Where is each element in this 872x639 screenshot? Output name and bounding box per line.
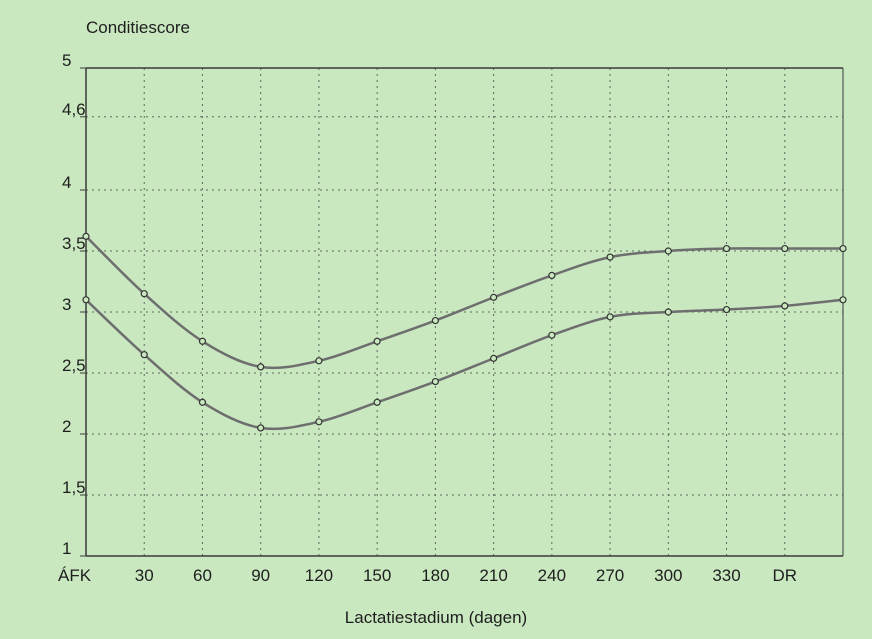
y-tick-label: 1 — [62, 539, 71, 558]
data-point — [373, 337, 381, 345]
data-point — [548, 331, 556, 339]
y-tick-label: 4,6 — [62, 100, 86, 119]
data-point — [606, 313, 614, 321]
y-tick-label: 5 — [62, 51, 71, 70]
data-point — [431, 316, 439, 325]
data-point — [490, 293, 498, 301]
y-tick-label: 3 — [62, 295, 71, 314]
x-tick-label: 30 — [135, 566, 154, 585]
data-point — [839, 296, 847, 304]
x-tick-label: 120 — [305, 566, 333, 585]
x-tick-label: 90 — [251, 566, 270, 585]
data-point — [664, 308, 672, 316]
x-tick-label: 330 — [712, 566, 740, 585]
y-axis-title: Conditiescore — [86, 18, 190, 37]
data-point — [198, 337, 207, 345]
data-point — [82, 296, 90, 304]
data-point — [82, 232, 90, 240]
data-point — [781, 244, 789, 253]
data-point — [431, 377, 439, 386]
x-tick-label: 210 — [479, 566, 507, 585]
x-tick-label: 60 — [193, 566, 212, 585]
data-point — [198, 398, 207, 406]
x-tick-label: 240 — [538, 566, 566, 585]
x-tick-label: ÁFK — [58, 566, 92, 585]
data-point — [722, 244, 731, 253]
data-point — [664, 247, 672, 255]
x-tick-label: 300 — [654, 566, 682, 585]
y-tick-label: 1,5 — [62, 478, 86, 497]
x-tick-label: 270 — [596, 566, 624, 585]
y-tick-label: 2 — [62, 417, 71, 436]
data-point — [315, 418, 323, 426]
data-point — [839, 244, 847, 253]
data-point — [722, 305, 731, 314]
data-point — [490, 354, 498, 362]
x-axis-title: Lactatiestadium (dagen) — [344, 608, 528, 627]
data-point — [606, 253, 614, 261]
y-tick-label: 4 — [62, 173, 71, 192]
y-tick-label: 2,5 — [62, 356, 86, 375]
y-tick-label: 3,5 — [62, 234, 86, 253]
data-point — [315, 357, 323, 365]
data-point — [140, 290, 148, 298]
data-point — [548, 271, 556, 279]
data-point — [257, 363, 265, 371]
x-tick-label: 150 — [363, 566, 391, 585]
data-point — [373, 398, 381, 406]
data-point — [257, 424, 265, 432]
data-point — [140, 351, 148, 359]
x-tick-label: 180 — [421, 566, 449, 585]
data-point — [781, 302, 789, 310]
x-tick-label: DR — [772, 566, 797, 585]
